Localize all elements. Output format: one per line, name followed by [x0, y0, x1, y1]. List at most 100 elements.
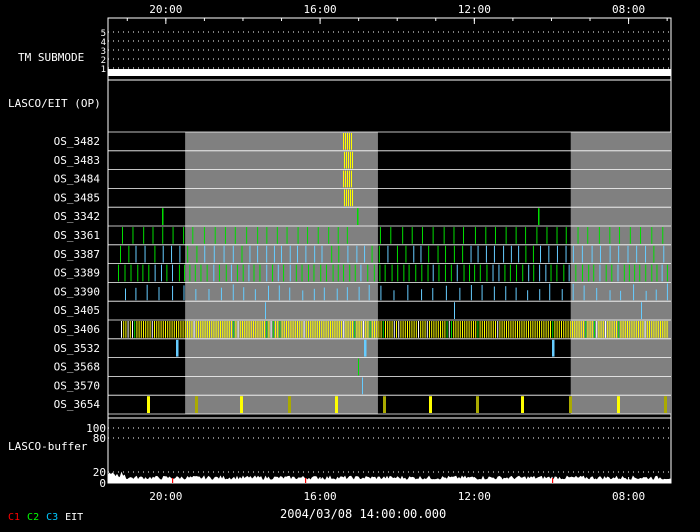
- yellow-mark: [528, 321, 529, 338]
- yellow-mark: [376, 321, 378, 338]
- legend-item-c1: C1: [8, 512, 21, 523]
- green-mark: [575, 264, 577, 282]
- yellow-mark: [239, 321, 241, 338]
- green-mark: [666, 264, 668, 282]
- yellow-mark: [350, 189, 351, 207]
- blue-mark: [213, 245, 215, 263]
- blue-mark: [257, 245, 259, 263]
- yellow-mark: [231, 321, 232, 338]
- blue-mark: [548, 245, 550, 263]
- bottom-tick-label: 12:00: [458, 490, 491, 503]
- blue-mark: [420, 245, 422, 263]
- yellow-mark: [598, 321, 600, 338]
- yellow-mark: [286, 321, 287, 338]
- yellow-mark: [345, 170, 346, 188]
- green-mark: [172, 264, 174, 282]
- yellow-mark: [576, 321, 578, 338]
- blue-mark: [462, 245, 464, 263]
- blue-mark: [620, 290, 622, 301]
- yellow-mark: [649, 321, 650, 338]
- green-mark: [556, 264, 558, 282]
- blue-mark: [477, 245, 479, 263]
- yellow-mark: [347, 170, 348, 188]
- yellow-mark: [657, 321, 659, 338]
- yellow-mark: [666, 321, 668, 338]
- green-mark: [486, 264, 488, 282]
- yellow-mark: [596, 321, 598, 338]
- yellow-mark: [156, 321, 158, 338]
- green-mark: [629, 227, 631, 244]
- blue-mark: [540, 245, 542, 263]
- yellow-mark: [211, 321, 213, 338]
- yellow-mark: [374, 321, 375, 338]
- green-mark: [577, 227, 579, 244]
- yellow-mark: [541, 321, 543, 338]
- yellow-mark: [138, 321, 140, 338]
- yellow-mark: [334, 321, 336, 338]
- yellow-mark: [348, 151, 349, 169]
- yellow-mark: [134, 321, 136, 338]
- yellow-mark: [556, 321, 558, 338]
- yellow-mark: [476, 396, 479, 413]
- yellow-mark: [468, 321, 470, 338]
- blue-mark: [154, 245, 156, 263]
- yellow-mark: [451, 321, 452, 338]
- green-mark: [137, 264, 139, 282]
- yellow-mark: [433, 321, 435, 338]
- yellow-mark: [435, 321, 437, 338]
- yellow-mark: [653, 321, 655, 338]
- yellow-mark: [158, 321, 160, 338]
- yellow-mark: [506, 321, 507, 338]
- blue-mark: [183, 285, 185, 301]
- yellow-mark: [202, 321, 204, 338]
- green-mark: [266, 227, 268, 244]
- blue-mark: [387, 245, 389, 263]
- blue-mark: [338, 245, 340, 263]
- yellow-mark: [154, 321, 155, 338]
- yellow-mark: [356, 321, 358, 338]
- blue-mark: [645, 290, 647, 301]
- yellow-mark: [235, 321, 237, 338]
- green-mark: [213, 264, 215, 282]
- yellow-mark: [343, 321, 345, 338]
- green-mark: [307, 227, 309, 244]
- blue-mark: [493, 286, 495, 301]
- blue-mark: [609, 290, 611, 301]
- yellow-mark: [294, 321, 296, 338]
- blue-mark: [539, 289, 541, 301]
- blue-mark: [313, 288, 315, 301]
- yellow-mark: [495, 321, 496, 338]
- blue-mark: [265, 302, 266, 319]
- blue-mark: [581, 245, 583, 263]
- green-mark: [122, 227, 123, 244]
- green-mark: [124, 264, 126, 282]
- yellow-mark: [279, 321, 281, 338]
- yellow-mark: [521, 396, 524, 413]
- yellow-mark: [455, 321, 457, 338]
- green-mark: [160, 264, 162, 282]
- blue-mark: [405, 245, 407, 263]
- green-mark: [367, 264, 369, 282]
- yellow-mark: [514, 321, 516, 338]
- green-mark: [200, 264, 202, 282]
- submode-level-label: 1: [101, 65, 106, 75]
- yellow-mark: [646, 321, 648, 338]
- blue-mark: [503, 245, 505, 263]
- green-mark: [337, 227, 339, 244]
- green-mark: [189, 264, 191, 282]
- green-mark: [349, 264, 351, 282]
- blue-mark: [596, 287, 598, 301]
- yellow-mark: [327, 321, 329, 338]
- blue-mark: [653, 245, 655, 263]
- yellow-mark: [617, 396, 620, 413]
- green-mark: [203, 227, 205, 244]
- yellow-mark: [215, 321, 217, 338]
- blue-mark: [144, 245, 146, 263]
- blue-mark: [645, 245, 647, 263]
- yellow-mark: [391, 321, 393, 338]
- green-mark: [651, 227, 653, 244]
- tm-submode-label: TM SUBMODE: [18, 51, 85, 64]
- green-mark: [286, 227, 288, 244]
- yellow-mark: [312, 321, 314, 338]
- buffer-marker: [172, 478, 174, 483]
